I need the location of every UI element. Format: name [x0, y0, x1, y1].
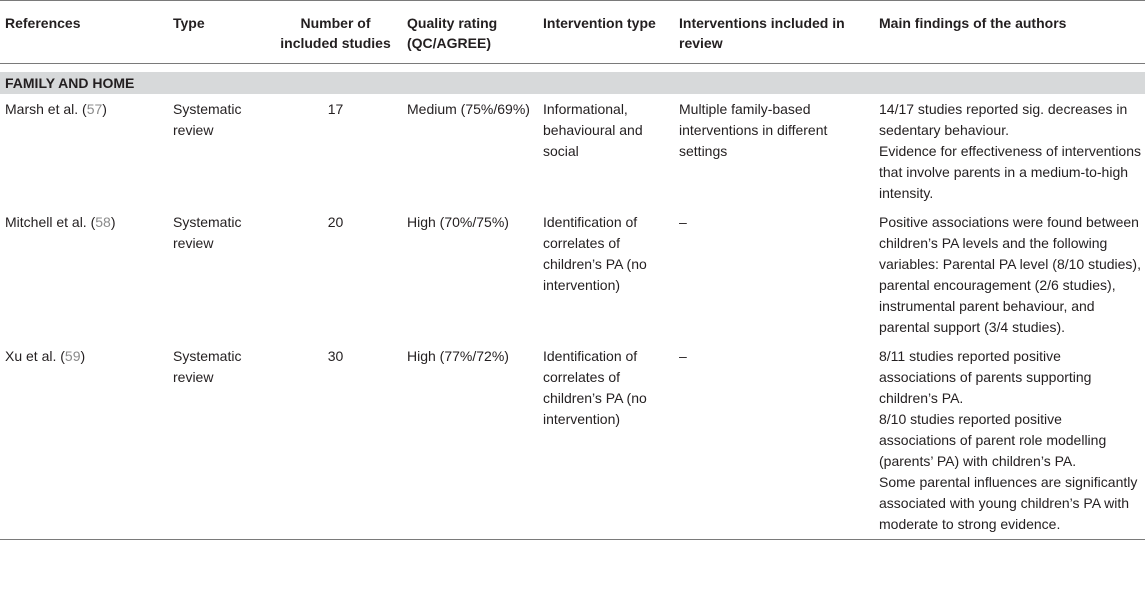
studies-count-cell: 20: [327, 214, 344, 230]
section-title: FAMILY AND HOME: [0, 72, 1145, 94]
reference-cell: Mitchell et al. (58): [0, 208, 168, 342]
reference-close: ): [102, 101, 107, 117]
finding-text: Evidence for effectiveness of interventi…: [879, 143, 1142, 201]
quality-cell: High (77%/72%): [407, 348, 509, 364]
interventions-cell: –: [679, 214, 687, 230]
interventions-cell: Multiple family-based interventions in d…: [679, 101, 828, 159]
intervention-type-cell: Identification of correlates of children…: [543, 214, 647, 293]
reference-author: Marsh et al. (: [5, 101, 87, 117]
header-number-of-studies: Number of included studies: [268, 0, 402, 64]
finding-text: Positive associations were found between…: [879, 214, 1141, 335]
intervention-type-cell: Informational, behavioural and social: [543, 101, 643, 159]
intervention-type-cell: Identification of correlates of children…: [543, 348, 647, 427]
type-cell: Systematic review: [173, 348, 242, 385]
finding-text: 14/17 studies reported sig. decreases in…: [879, 101, 1128, 138]
studies-count-cell: 30: [327, 348, 344, 364]
finding-text: 8/11 studies reported positive associati…: [879, 348, 1092, 406]
quality-cell: High (70%/75%): [407, 214, 509, 230]
finding-text: Some parental influences are significant…: [879, 474, 1138, 532]
reference-link[interactable]: 59: [64, 348, 81, 364]
reference-author: Xu et al. (: [5, 348, 65, 364]
reference-close: ): [110, 214, 116, 230]
finding-text: 8/10 studies reported positive associati…: [879, 411, 1107, 469]
table-row: Marsh et al. (57) Systematic review 17 M…: [0, 94, 1145, 208]
quality-cell: Medium (75%/69%): [407, 101, 530, 117]
section-row: FAMILY AND HOME: [0, 72, 1145, 94]
table-row: Xu et al. (59) Systematic review 30 High…: [0, 342, 1145, 540]
header-interventions-included: Interventions included in review: [674, 0, 874, 64]
reference-link[interactable]: 58: [95, 214, 111, 230]
reference-link[interactable]: 57: [86, 101, 103, 117]
findings-cell: 14/17 studies reported sig. decreases in…: [874, 94, 1145, 208]
header-references: References: [0, 0, 168, 64]
header-row: References Type Number of included studi…: [0, 0, 1145, 64]
header-intervention-type: Intervention type: [538, 0, 674, 64]
table-row: Mitchell et al. (58) Systematic review 2…: [0, 208, 1145, 342]
reference-cell: Xu et al. (59): [0, 342, 168, 540]
findings-cell: 8/11 studies reported positive associati…: [874, 342, 1145, 540]
review-table: References Type Number of included studi…: [0, 0, 1145, 540]
reference-close: ): [80, 348, 86, 364]
type-cell: Systematic review: [173, 101, 242, 138]
header-type: Type: [168, 0, 268, 64]
header-quality-rating: Quality rating (QC/AGREE): [402, 0, 538, 64]
reference-cell: Marsh et al. (57): [0, 94, 168, 208]
reference-author: Mitchell et al. (: [5, 214, 96, 230]
type-cell: Systematic review: [173, 214, 242, 251]
header-main-findings: Main findings of the authors: [874, 0, 1145, 64]
interventions-cell: –: [679, 348, 687, 364]
studies-count-cell: 17: [327, 101, 344, 117]
findings-cell: Positive associations were found between…: [874, 208, 1145, 342]
